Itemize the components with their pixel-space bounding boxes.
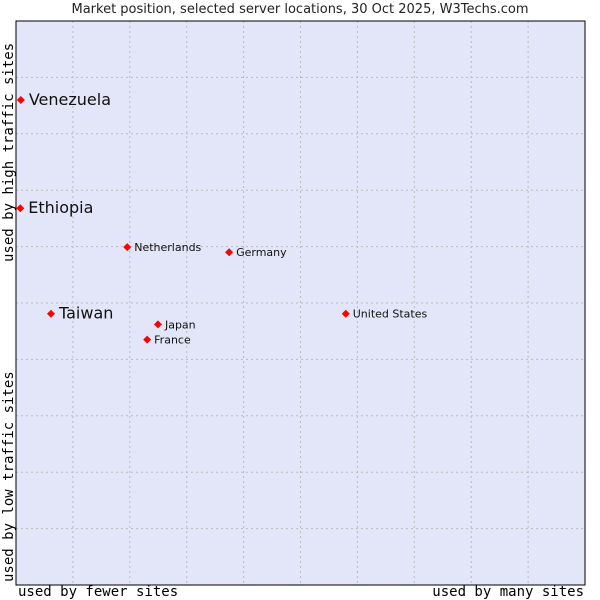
data-point-united-states (341, 309, 350, 318)
data-label: Taiwan (58, 304, 113, 323)
data-label: United States (353, 308, 428, 321)
x-axis-label-low: used by fewer sites (18, 584, 179, 600)
data-label: Germany (236, 246, 287, 259)
data-point-taiwan (47, 309, 56, 318)
data-label: Venezuela (29, 90, 111, 109)
x-axis-label-high: used by many sites (432, 584, 584, 600)
y-axis-label-high: used by high traffic sites (1, 42, 17, 262)
data-point-japan (153, 320, 162, 329)
data-point-germany (225, 248, 234, 257)
data-point-venezuela (16, 95, 25, 104)
data-label: France (154, 334, 191, 347)
plot-border (15, 20, 586, 586)
data-point-netherlands (123, 243, 132, 252)
data-label: Ethiopia (28, 198, 93, 217)
data-point-ethiopia (16, 204, 25, 213)
data-label: Netherlands (134, 241, 201, 254)
data-point-france (143, 335, 152, 344)
chart-title: Market position, selected server locatio… (71, 2, 529, 17)
y-axis-label-low: used by low traffic sites (1, 371, 17, 582)
data-label: Japan (164, 318, 196, 331)
